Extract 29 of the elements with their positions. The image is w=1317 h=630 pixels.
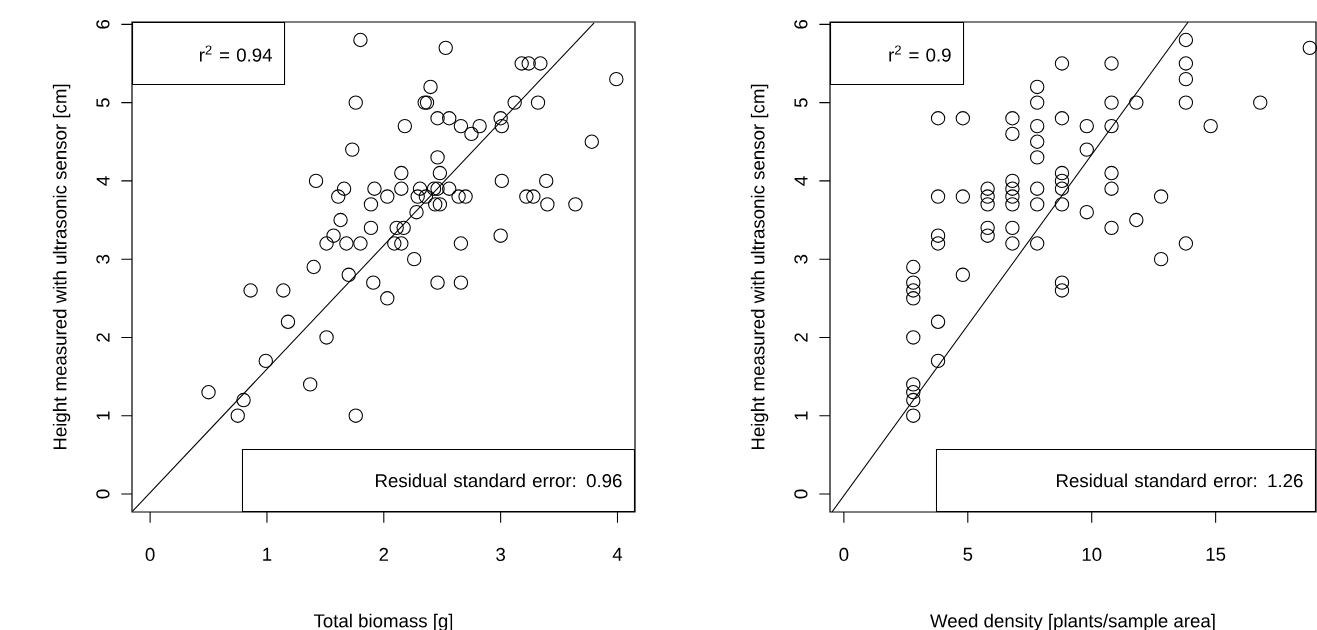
x-tick-label: 0 <box>839 547 849 562</box>
y-tick-label: 2 <box>96 333 110 342</box>
y-tick-label: 3 <box>96 254 110 264</box>
x-tick-label: 10 <box>1082 547 1102 562</box>
y-tick-label: 0 <box>96 489 110 499</box>
y-tick-label: 0 <box>794 489 808 499</box>
y-tick-label: 2 <box>794 333 808 342</box>
x-tick-label: 0 <box>145 547 155 562</box>
annotation: r$^{2}$ = 0.94 <box>199 45 272 62</box>
y-tick-label: 1 <box>96 411 110 420</box>
y-tick-label: 6 <box>96 19 110 29</box>
x-tick-label: 3 <box>496 547 506 562</box>
y-tick-label: 4 <box>794 176 808 186</box>
y-tick-label: 3 <box>794 254 808 264</box>
annotation: Residual standard error: 0.96 <box>376 473 622 488</box>
y-axis-title: Height measured with ultrasonic sensor [cm] <box>52 84 71 450</box>
y-tick-label: 5 <box>96 98 110 108</box>
x-tick-label: 5 <box>963 547 973 561</box>
x-tick-label: 4 <box>612 547 623 561</box>
y-tick-label: 6 <box>794 19 808 29</box>
y-tick-label: 4 <box>96 176 110 186</box>
x-tick-label: 15 <box>1206 547 1226 561</box>
x-tick-label: 1 <box>263 547 272 561</box>
y-tick-label: 5 <box>794 98 808 108</box>
x-tick-label: 2 <box>379 547 389 561</box>
y-tick-label: 1 <box>794 411 808 420</box>
y-axis-title: Height measured with ultrasonic sensor [cm] <box>750 84 769 450</box>
annotation: Residual standard error: 1.26 <box>1057 473 1303 488</box>
annotation: r$^{2}$ = 0.9 <box>889 45 951 62</box>
